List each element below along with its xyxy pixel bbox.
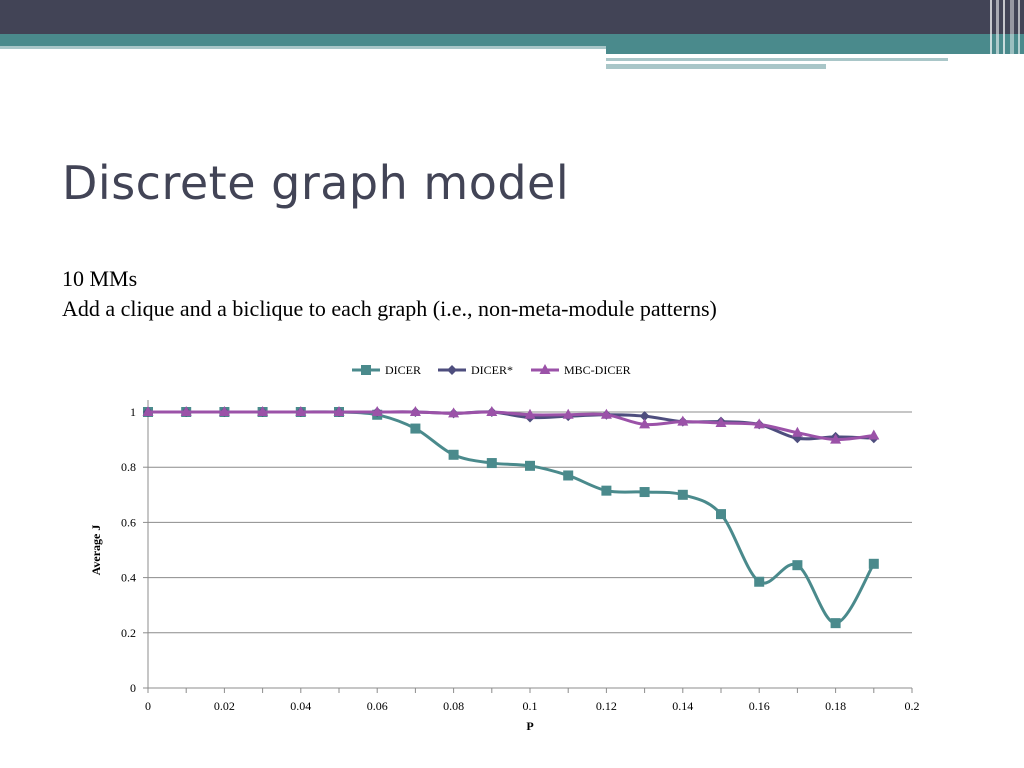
x-tick-label-1: 0.02 <box>214 699 235 713</box>
x-tick-label-0: 0 <box>145 699 151 713</box>
x-tick-label-6: 0.12 <box>596 699 617 713</box>
legend-marker-0 <box>361 365 371 375</box>
legend-marker-2 <box>539 364 551 374</box>
y-axis-label: Average J <box>89 525 103 576</box>
x-tick-label-4: 0.08 <box>443 699 464 713</box>
data-point-0-12 <box>601 485 612 496</box>
slide-title: Discrete graph model <box>62 156 570 210</box>
x-axis-label: P <box>526 719 533 733</box>
data-point-2-2 <box>218 406 230 416</box>
data-point-0-9 <box>486 458 497 469</box>
line-chart: 0 0.2 0.4 0.6 0.8 1 0 0.02 0.04 0.06 0.08 0.1 0.12 0.… <box>89 363 920 733</box>
data-point-2-16 <box>753 418 765 429</box>
data-point-2-12 <box>600 408 612 419</box>
data-point-0-14 <box>677 489 688 500</box>
header-vertical-lines <box>990 0 1020 68</box>
data-point-0-19 <box>868 558 879 569</box>
series-mbc-dicer <box>142 406 880 444</box>
x-tick-label-9: 0.18 <box>825 699 846 713</box>
y-tick-label-2: 0.4 <box>121 571 136 585</box>
data-point-2-11 <box>562 408 574 419</box>
x-tick-label-10: 0.2 <box>905 699 920 713</box>
data-point-2-4 <box>295 406 307 416</box>
data-point-0-10 <box>525 460 535 471</box>
data-point-2-10 <box>524 408 536 419</box>
y-tick-label-1: 0.2 <box>121 626 136 640</box>
header-light-stripe <box>0 46 606 49</box>
data-point-0-11 <box>563 470 574 481</box>
data-point-2-6 <box>371 406 383 416</box>
y-tick-label-3: 0.6 <box>121 515 136 529</box>
body-line-2: Add a clique and a biclique to each grap… <box>62 296 717 321</box>
x-tick-label-5: 0.1 <box>523 699 538 713</box>
y-tick-label-4: 0.8 <box>121 460 136 474</box>
header-bar <box>0 0 1024 34</box>
header-accent-stripe <box>0 34 1024 46</box>
y-tick-label-5: 1 <box>130 405 136 419</box>
data-point-2-3 <box>257 406 269 416</box>
data-point-2-5 <box>333 406 345 416</box>
series-dicer <box>143 407 879 629</box>
data-point-0-8 <box>448 449 459 460</box>
header-decoration <box>0 0 1024 69</box>
data-point-2-15 <box>715 417 727 428</box>
data-point-0-15 <box>716 509 726 520</box>
slide-body: 10 MMs Add a clique and a biclique to ea… <box>62 264 717 324</box>
data-point-2-18 <box>830 433 842 444</box>
header-light-line-2 <box>606 64 826 69</box>
x-tick-label-3: 0.06 <box>367 699 388 713</box>
legend-label-0: DICER <box>385 363 421 377</box>
header-light-block <box>606 46 1024 54</box>
data-point-0-7 <box>410 423 421 434</box>
data-point-0-18 <box>830 618 841 629</box>
data-point-2-1 <box>180 406 192 416</box>
data-point-2-13 <box>639 418 651 429</box>
x-tick-label-2: 0.04 <box>290 699 311 713</box>
data-point-2-9 <box>486 406 498 416</box>
data-point-0-13 <box>639 487 650 498</box>
data-point-2-17 <box>791 426 803 437</box>
legend-marker-1 <box>447 365 457 375</box>
x-tick-label-7: 0.14 <box>672 699 693 713</box>
data-point-1-13 <box>639 411 650 422</box>
data-point-2-8 <box>448 407 460 418</box>
data-point-2-19 <box>868 429 880 440</box>
legend: DICER DICER* MBC-DICER <box>352 363 631 377</box>
data-point-2-7 <box>409 406 421 416</box>
y-tick-label-0: 0 <box>130 681 136 695</box>
body-line-1: 10 MMs <box>62 266 138 291</box>
data-point-2-14 <box>677 415 689 426</box>
legend-label-2: MBC-DICER <box>564 363 631 377</box>
legend-label-1: DICER* <box>471 363 513 377</box>
header-light-line <box>606 58 948 61</box>
data-point-2-0 <box>142 406 154 416</box>
x-tick-label-8: 0.16 <box>749 699 770 713</box>
data-point-0-17 <box>792 560 803 571</box>
data-point-0-16 <box>754 576 765 587</box>
series-line-0 <box>148 410 876 625</box>
